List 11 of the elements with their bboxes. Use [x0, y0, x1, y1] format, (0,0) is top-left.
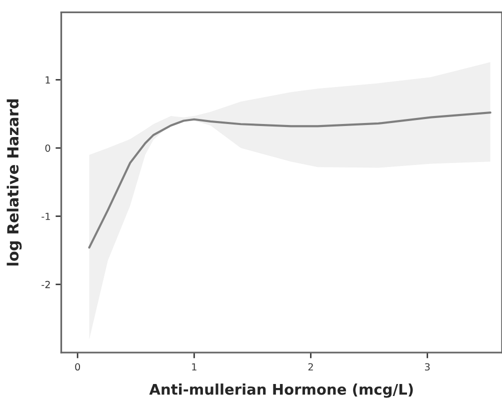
x-axis-title: Anti-mullerian Hormone (mcg/L)	[149, 384, 413, 398]
y-tick-label: 1	[46, 76, 50, 84]
x-tick-label: 0	[75, 363, 80, 371]
y-axis-title: log Relative Hazard	[6, 99, 22, 266]
y-tick-label: -1	[42, 212, 50, 220]
x-tick-label: 3	[425, 363, 430, 371]
y-tick-label: -2	[42, 280, 50, 288]
x-tick-label: 1	[192, 363, 196, 370]
x-tick-label: 2	[308, 363, 313, 370]
y-tick-label: 0	[45, 144, 50, 152]
line-series	[88, 112, 492, 249]
